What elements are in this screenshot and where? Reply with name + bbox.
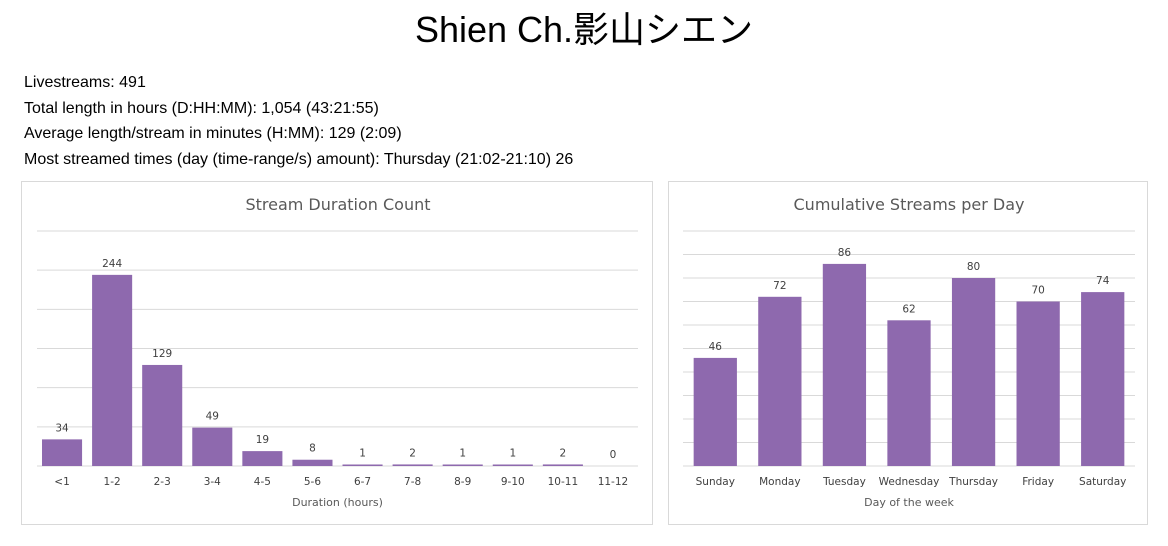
duration-tick-label: 3-4 (204, 476, 221, 488)
duration-bar (492, 464, 533, 466)
weekday-tick-label: Thursday (948, 476, 998, 488)
duration-bar (142, 364, 183, 466)
weekday-x-axis-title: Day of the week (864, 496, 954, 509)
duration-data-label: 1 (459, 448, 466, 460)
duration-data-label: 0 (610, 449, 617, 461)
duration-data-label: 244 (102, 258, 122, 270)
duration-chart: Stream Duration Count 34 <1 244 1-2 129 2-3 49 3… (37, 195, 638, 509)
duration-tick-label: 9-10 (501, 476, 525, 488)
duration-bar (92, 274, 133, 466)
weekday-bar (1081, 292, 1125, 466)
duration-data-label: 1 (359, 448, 366, 460)
duration-tick-label: 6-7 (354, 476, 371, 488)
weekday-data-label: 80 (967, 261, 980, 273)
duration-tick-label: 1-2 (104, 476, 121, 488)
duration-bar (292, 459, 333, 466)
duration-bar (392, 464, 433, 466)
weekday-bar (951, 278, 996, 466)
weekday-data-label: 72 (773, 280, 786, 292)
weekday-bar (822, 263, 867, 466)
weekday-chart-panel: Cumulative Streams per Day 46 Sunday 72 Mond… (668, 181, 1148, 525)
duration-bar (542, 464, 583, 466)
weekday-chart: Cumulative Streams per Day 46 Sunday 72 Mond… (683, 195, 1135, 509)
duration-data-label: 2 (560, 447, 567, 459)
duration-tick-label: <1 (54, 476, 69, 488)
duration-data-label: 2 (409, 447, 416, 459)
duration-tick-label: 11-12 (598, 476, 629, 488)
stat-most-streamed: Most streamed times (day (time-range/s) … (24, 150, 574, 168)
weekday-chart-title: Cumulative Streams per Day (794, 195, 1025, 214)
duration-chart-title: Stream Duration Count (245, 195, 430, 214)
weekday-data-label: 70 (1031, 285, 1044, 297)
duration-data-label: 8 (309, 443, 316, 455)
duration-bar (242, 451, 283, 466)
weekday-bar (693, 357, 737, 466)
weekday-tick-label: Wednesday (879, 476, 940, 488)
page-title: Shien Ch.影山シエン (414, 9, 754, 50)
weekday-data-label: 46 (709, 341, 723, 353)
weekday-tick-label: Monday (759, 476, 800, 488)
weekday-bar (1016, 301, 1060, 466)
duration-data-label: 1 (509, 448, 516, 460)
duration-bar (342, 464, 383, 466)
duration-data-label: 129 (152, 348, 172, 360)
weekday-data-label: 62 (902, 303, 915, 315)
duration-tick-label: 4-5 (254, 476, 271, 488)
weekday-tick-label: Sunday (696, 476, 735, 488)
duration-tick-label: 5-6 (304, 476, 321, 488)
weekday-tick-label: Tuesday (822, 476, 866, 488)
duration-tick-label: 10-11 (548, 476, 579, 488)
stat-total-length: Total length in hours (D:HH:MM): 1,054 (… (24, 99, 379, 117)
stat-average-length: Average length/stream in minutes (H:MM):… (24, 125, 402, 142)
duration-bar (192, 427, 233, 466)
duration-x-axis-title: Duration (hours) (292, 496, 383, 509)
weekday-tick-label: Saturday (1079, 476, 1126, 488)
weekday-bar (758, 296, 802, 466)
duration-tick-label: 7-8 (404, 476, 421, 488)
duration-data-label: 49 (206, 411, 219, 423)
weekday-data-label: 74 (1096, 275, 1110, 287)
weekday-bar (887, 320, 931, 466)
duration-bar (42, 439, 83, 466)
duration-data-label: 19 (256, 434, 269, 446)
duration-chart-panel: Stream Duration Count 34 <1 244 1-2 129 2-3 49 3… (21, 181, 653, 525)
weekday-tick-label: Friday (1022, 476, 1054, 488)
stat-livestreams: Livestreams: 491 (24, 74, 146, 91)
stats-block: Livestreams: 491 Total length in hours (… (24, 73, 573, 175)
duration-bar (442, 464, 483, 466)
duration-data-label: 34 (55, 422, 69, 434)
weekday-data-label: 86 (838, 247, 852, 259)
duration-tick-label: 2-3 (154, 476, 171, 488)
duration-tick-label: 8-9 (454, 476, 471, 488)
